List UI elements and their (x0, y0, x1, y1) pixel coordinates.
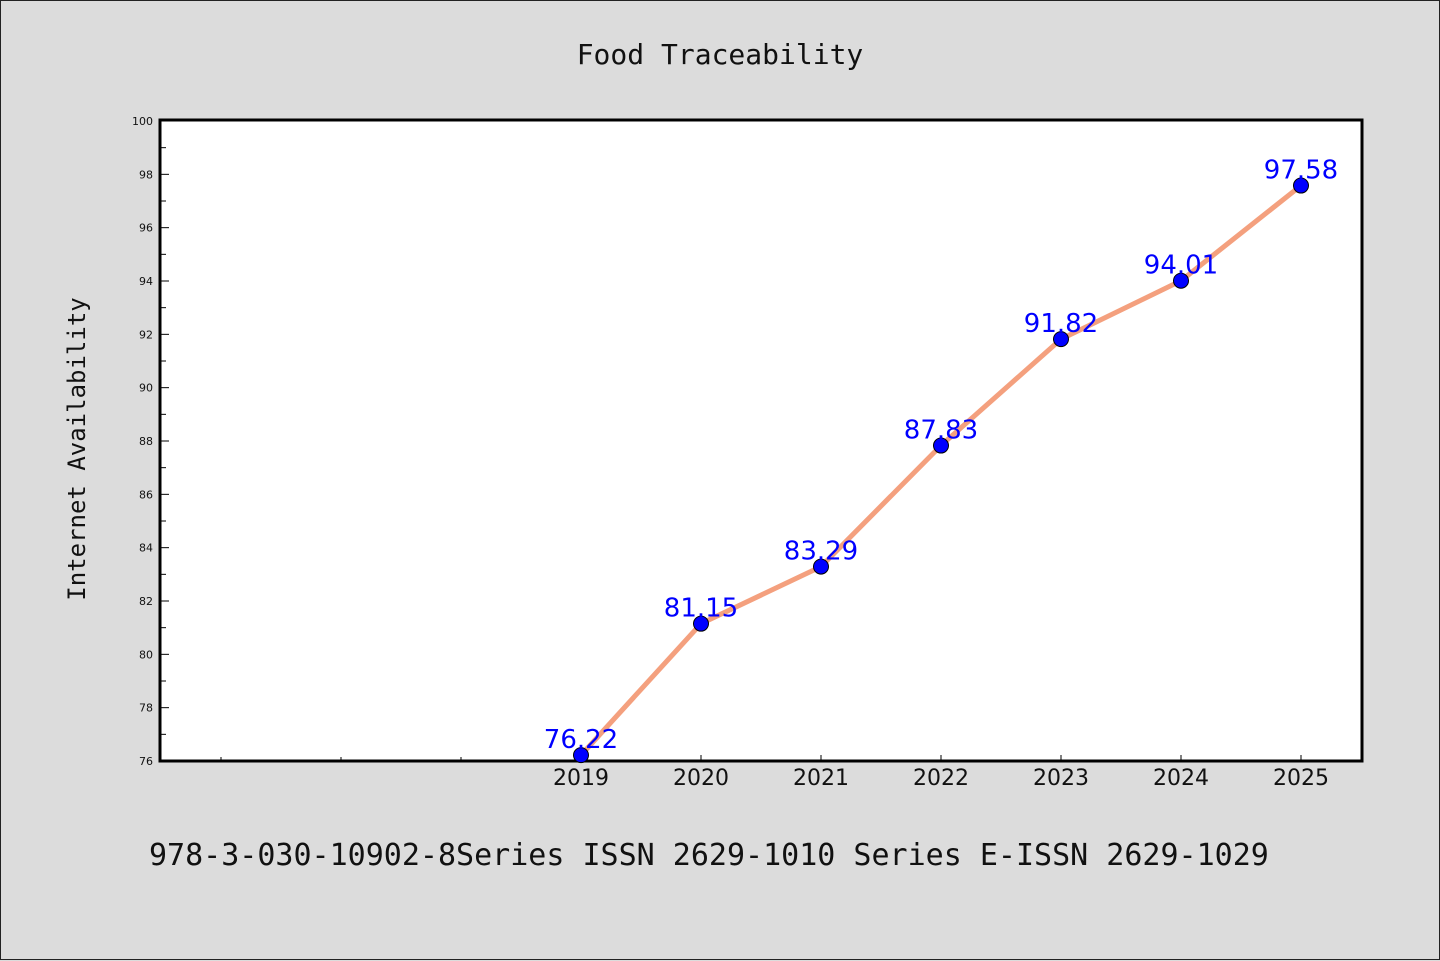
data-label: 87.83 (904, 416, 978, 446)
y-tick-label: 92 (139, 328, 153, 341)
footer-text: 978-3-030-10902-8Series ISSN 2629-1010 S… (149, 838, 1269, 873)
x-tick-label: 2021 (793, 766, 849, 791)
x-tick-label: 2022 (913, 766, 969, 791)
plot-area (158, 118, 1364, 763)
y-axis: 76 78 80 82 84 86 88 90 92 94 96 98 100 (132, 115, 169, 768)
chart-title: Food Traceability (577, 38, 864, 71)
series-group (573, 177, 1309, 764)
x-tick-label: 2019 (553, 766, 609, 791)
y-tick-label: 80 (139, 648, 153, 661)
data-point (1053, 331, 1069, 348)
data-point (813, 558, 829, 575)
data-label: 91.82 (1024, 309, 1098, 339)
y-axis-label: Internet Availability (63, 297, 91, 600)
x-tick-label: 2024 (1153, 766, 1209, 791)
data-point (1293, 177, 1309, 194)
y-tick-label: 78 (139, 702, 153, 715)
data-point (933, 437, 949, 454)
x-tick-label: 2023 (1033, 766, 1089, 791)
y-tick-label: 76 (139, 755, 153, 768)
x-tick-label: 2020 (673, 766, 729, 791)
data-point (573, 747, 589, 764)
y-tick-label: 88 (139, 435, 153, 448)
y-tick-label: 84 (139, 542, 153, 555)
y-tick-label: 90 (139, 382, 153, 395)
data-point (1173, 272, 1189, 289)
y-tick-label: 96 (139, 222, 153, 235)
y-tick-label: 94 (139, 275, 153, 288)
data-labels: 76.22 81.15 83.29 87.83 91.82 94.01 97.58 (544, 156, 1338, 756)
data-label: 97.58 (1264, 156, 1338, 186)
y-tick-label: 82 (139, 595, 153, 608)
x-axis: 2019 2020 2021 2022 2023 2024 2025 (220, 755, 1329, 791)
data-label: 94.01 (1144, 251, 1218, 281)
data-point (693, 615, 709, 632)
data-label: 81.15 (664, 594, 738, 624)
x-tick-label: 2025 (1273, 766, 1329, 791)
y-tick-label: 98 (139, 168, 153, 181)
data-label: 83.29 (784, 537, 858, 567)
data-label: 76.22 (544, 725, 618, 755)
y-tick-label: 100 (132, 115, 153, 128)
y-tick-label: 86 (139, 488, 153, 501)
